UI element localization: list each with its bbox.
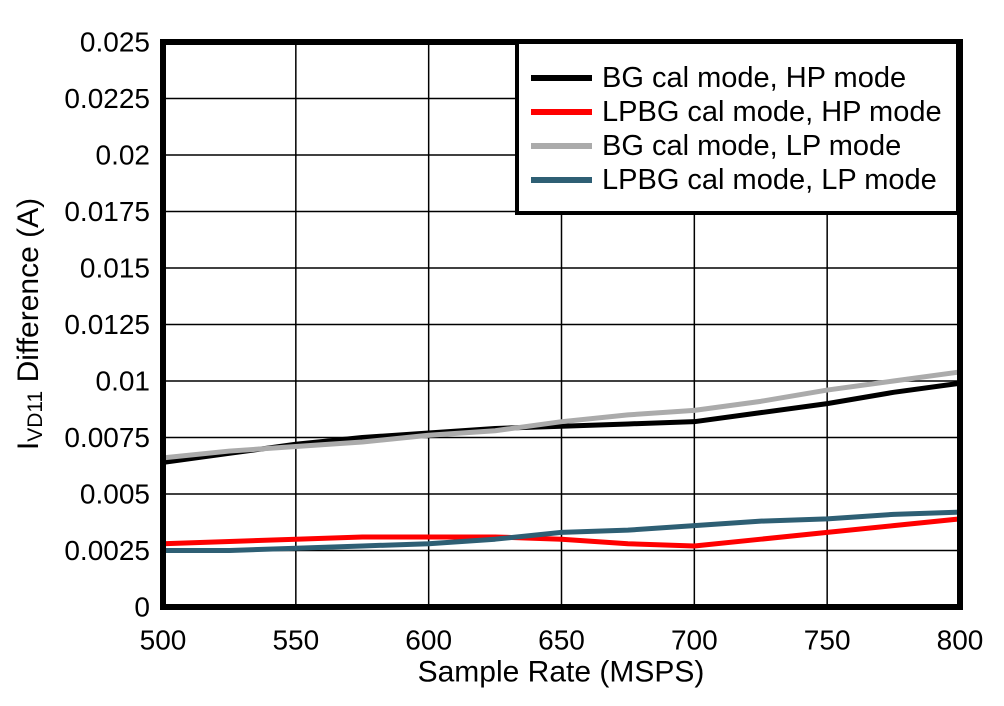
y-tick-label: 0.0175: [64, 196, 150, 227]
y-tick-label: 0.02: [96, 140, 151, 171]
legend-label: LPBG cal mode, LP mode: [602, 164, 937, 196]
series-line-lpbg-cal-mode-hp-mode: [162, 516, 961, 549]
y-tick-label: 0.025: [80, 27, 150, 58]
y-tick-labels: 0 0.0025 0.005 0.0075 0.01 0.0125 0.015 0.0175 0…: [64, 27, 150, 623]
x-tick-labels: 500 550 600 650 700 750 800: [140, 625, 984, 656]
y-tick-label: 0.0025: [64, 535, 150, 566]
series-line-lpbg-cal-mode-lp-mode: [163, 509, 961, 553]
legend-box: [515, 40, 960, 215]
y-tick-label: 0.015: [80, 253, 150, 284]
legend-label: LPBG cal mode, HP mode: [602, 96, 942, 128]
series-line-bg-cal-mode-lp-mode: [162, 369, 961, 461]
y-tick-label: 0.0225: [64, 83, 150, 114]
y-tick-label: 0.0075: [64, 422, 150, 453]
x-tick-label: 500: [140, 625, 187, 656]
x-tick-label: 650: [538, 625, 585, 656]
x-tick-label: 600: [405, 625, 452, 656]
legend-label: BG cal mode, LP mode: [602, 130, 901, 162]
y-tick-label: 0: [134, 592, 150, 623]
y-tick-label: 0.005: [80, 479, 150, 510]
x-tick-label: 750: [804, 625, 851, 656]
x-tick-label: 700: [671, 625, 718, 656]
x-tick-label: 800: [937, 625, 984, 656]
x-axis-title: Sample Rate (MSPS): [418, 656, 705, 689]
series-lines: [162, 369, 961, 553]
y-tick-label: 0.01: [96, 366, 151, 397]
y-tick-label: 0.0125: [64, 309, 150, 340]
y-axis-title: IVD11 Difference (A): [12, 198, 47, 450]
legend-label: BG cal mode, HP mode: [602, 62, 906, 94]
x-tick-label: 550: [272, 625, 319, 656]
